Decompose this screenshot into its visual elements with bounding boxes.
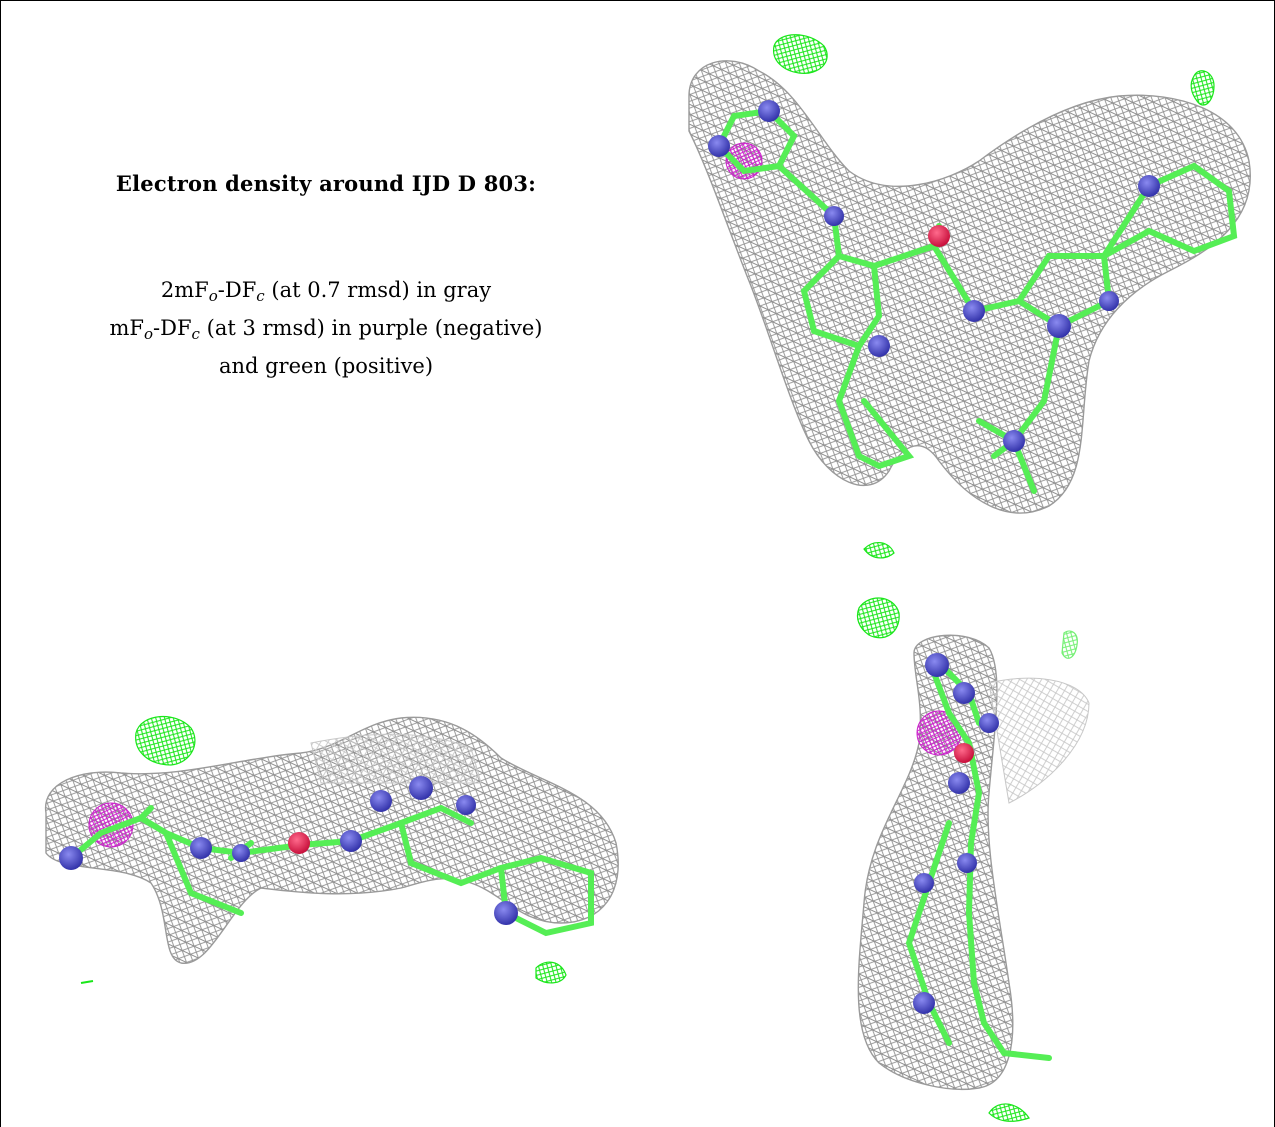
legend: Electron density around IJD D 803: 2mFo-… <box>1 171 649 382</box>
legend-line-colors: and green (positive) <box>218 354 434 378</box>
panel-side-view <box>0 583 650 1127</box>
molecule-density-side-view-icon <box>45 715 619 984</box>
molecule-density-end-view-icon <box>856 597 1090 1122</box>
legend-line-2fofc: 2mFo-DFc (at 0.7 rmsd) in gray <box>160 278 492 305</box>
panel-front-view <box>649 0 1275 584</box>
legend-cell: Electron density around IJD D 803: 2mFo-… <box>0 0 650 584</box>
molecule-density-front-view-icon <box>688 34 1251 559</box>
panel-end-view <box>649 583 1275 1127</box>
legend-title: Electron density around IJD D 803: <box>115 171 537 196</box>
legend-line-fofc: mFo-DFc (at 3 rmsd) in purple (negative) <box>109 316 543 343</box>
